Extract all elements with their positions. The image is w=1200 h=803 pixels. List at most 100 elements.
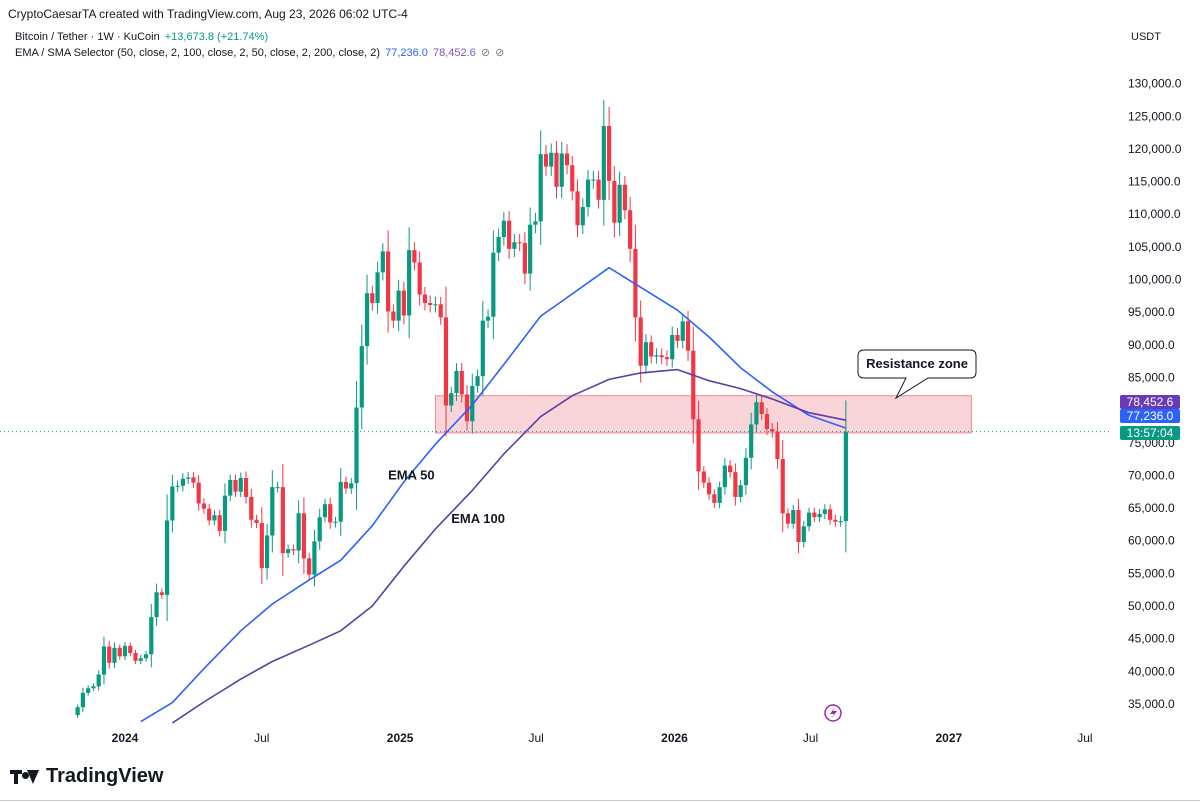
candle-body	[222, 495, 228, 531]
candle-body	[733, 472, 738, 497]
candle-body	[86, 688, 91, 693]
candle-body	[170, 486, 175, 521]
candle-body	[606, 126, 612, 181]
candle-body	[443, 317, 449, 406]
candle-body	[428, 303, 433, 305]
candle-body	[512, 242, 517, 249]
candle-body	[728, 465, 733, 473]
candle-body	[164, 520, 170, 595]
candle-body	[138, 658, 143, 661]
y-tick-label: 85,000.0	[1128, 370, 1175, 384]
candle-body	[317, 517, 322, 542]
candle-body	[438, 304, 443, 318]
candle-body	[675, 335, 680, 341]
candle-body	[359, 346, 364, 408]
candle-body	[754, 402, 759, 425]
y-tick-label: 65,000.0	[1128, 501, 1175, 515]
y-tick-label: 105,000.0	[1128, 240, 1182, 254]
resistance-zone-box	[434, 395, 972, 434]
candle-body	[433, 304, 438, 306]
candle-body	[270, 487, 275, 536]
candle-body	[149, 617, 154, 655]
candle-body	[196, 482, 201, 504]
candle-body	[417, 262, 422, 295]
price-chart[interactable]: 35,000.0 40,000.0 45,000.0 50,000.0 55,000.0…	[0, 0, 1200, 760]
candle-body	[307, 558, 312, 575]
candle-body	[354, 407, 359, 484]
candle-body	[380, 251, 385, 273]
candle-body	[501, 220, 506, 238]
candle-body	[133, 653, 138, 661]
candle-body	[706, 482, 712, 495]
candle-body	[175, 485, 180, 487]
y-tick-label: 100,000.0	[1128, 273, 1182, 287]
candle-body	[801, 526, 806, 543]
candle-body	[186, 477, 191, 479]
candle-body	[833, 519, 838, 522]
candle-body	[370, 293, 375, 304]
y-tick-label: 125,000.0	[1128, 109, 1182, 123]
candle-body	[759, 402, 764, 415]
candle-body	[385, 251, 391, 312]
x-tick-label: 2025	[387, 731, 414, 745]
price-label-box	[1120, 409, 1180, 423]
candle-body	[601, 126, 606, 200]
lightning-icon	[824, 704, 842, 722]
indicator-legend: EMA / SMA Selector (50, close, 2, 100, c…	[15, 46, 506, 59]
resistance-callout-bubble	[857, 349, 977, 400]
ema-annotation-label: EMA 50	[388, 467, 434, 482]
y-tick-label: 95,000.0	[1128, 305, 1175, 319]
candle-body	[554, 152, 559, 187]
x-tick-label: 2024	[112, 731, 139, 745]
indicator-title[interactable]: EMA / SMA Selector (50, close, 2, 100, c…	[15, 47, 381, 59]
hidden-plot-icon[interactable]: ⊘	[480, 47, 491, 59]
candle-body	[812, 512, 817, 518]
candle-body	[322, 504, 328, 518]
resistance-zone-label: Resistance zone	[866, 356, 968, 371]
candle-body	[75, 707, 80, 716]
ema-50-line	[140, 266, 847, 723]
candle-body	[696, 419, 701, 472]
candle-body	[191, 477, 196, 483]
lightning-bolt-icon	[830, 707, 837, 719]
candle-body	[775, 431, 780, 460]
tradingview-brand[interactable]: TradingView	[10, 765, 163, 788]
candle-body	[80, 692, 86, 708]
indicator-value-1: 77,236.0	[385, 47, 428, 59]
candle-body	[691, 350, 696, 420]
y-tick-label: 50,000.0	[1128, 599, 1175, 613]
candle-body	[328, 504, 333, 523]
candle-body	[806, 512, 812, 527]
candle-body	[338, 481, 343, 522]
candle-body	[122, 645, 128, 657]
y-tick-label: 45,000.0	[1128, 632, 1175, 646]
candle-body	[564, 153, 570, 166]
candle-body	[91, 686, 96, 689]
brand-name: TradingView	[46, 765, 164, 787]
chart-creator-line: CryptoCaesarTA created with TradingView.…	[8, 7, 408, 21]
candle-body	[591, 179, 596, 181]
candle-body	[743, 457, 749, 486]
candle-body	[117, 647, 122, 657]
price-label-box	[1120, 395, 1180, 409]
candle-body	[722, 465, 727, 488]
y-tick-label: 35,000.0	[1128, 697, 1175, 711]
candle-body	[817, 513, 822, 518]
candle-body	[491, 252, 496, 317]
candle-body	[764, 414, 770, 430]
candle-body	[459, 370, 464, 395]
candle-body	[249, 496, 254, 520]
candle-body	[654, 355, 659, 357]
candle-body	[585, 179, 591, 208]
candle-body	[612, 180, 617, 223]
candle-body	[375, 272, 380, 304]
candle-body	[796, 510, 801, 543]
price-label-text: 78,452.6	[1127, 395, 1174, 409]
x-tick-label: 2026	[661, 731, 688, 745]
candle-body	[422, 294, 428, 304]
hidden-plot-icon[interactable]: ⊘	[495, 47, 505, 59]
candle-body	[96, 674, 101, 687]
symbol-title[interactable]: Bitcoin / Tether · 1W · KuCoin	[15, 31, 160, 43]
candle-body	[233, 479, 238, 492]
candle-body	[738, 485, 743, 497]
